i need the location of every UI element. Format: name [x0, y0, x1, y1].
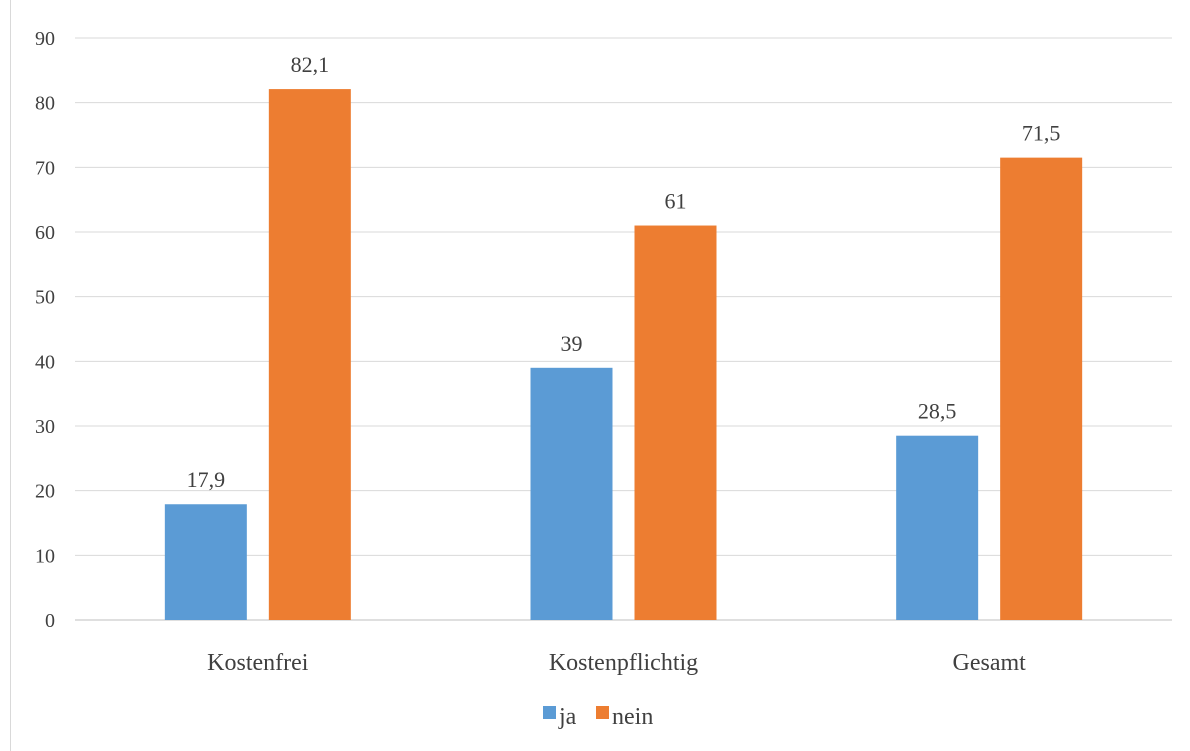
- category-label: Gesamt: [953, 650, 1027, 676]
- data-label: 28,5: [918, 399, 957, 424]
- bar-nein: [1000, 157, 1083, 620]
- y-tick-label: 80: [35, 93, 55, 115]
- data-label: 17,9: [187, 467, 226, 492]
- category-label: Kostenfrei: [207, 650, 309, 676]
- legend: ja nein: [543, 704, 653, 730]
- y-tick-label: 10: [35, 545, 55, 567]
- gridlines: [75, 37, 1172, 621]
- data-label: 71,5: [1022, 121, 1061, 146]
- bar-nein: [268, 89, 351, 620]
- bars: [164, 89, 1083, 621]
- legend-swatch-ja: [543, 706, 556, 719]
- y-tick-label: 50: [35, 287, 55, 309]
- y-tick-label: 90: [35, 28, 55, 50]
- data-label: 61: [665, 189, 687, 214]
- y-axis-ticks: 0 10 20 30 40 50 60 70 80 90: [35, 28, 55, 632]
- data-label: 82,1: [291, 52, 330, 77]
- y-tick-label: 60: [35, 222, 55, 244]
- data-labels: 17,9 82,1 39 61 28,5 71,5: [187, 52, 1061, 492]
- bar-ja: [896, 435, 979, 620]
- frame-border: [10, 0, 11, 751]
- bar-ja: [530, 367, 613, 620]
- legend-label-ja: ja: [558, 704, 577, 730]
- y-tick-label: 20: [35, 481, 55, 503]
- legend-swatch-nein: [596, 706, 609, 719]
- bar-ja: [164, 504, 247, 620]
- category-label: Kostenpflichtig: [549, 650, 698, 676]
- data-label: 39: [561, 331, 583, 356]
- bar-nein: [634, 225, 717, 621]
- y-tick-label: 30: [35, 416, 55, 438]
- y-tick-label: 40: [35, 351, 55, 373]
- y-tick-label: 70: [35, 157, 55, 179]
- y-tick-label: 0: [45, 610, 55, 632]
- legend-label-nein: nein: [612, 704, 653, 730]
- category-labels: Kostenfrei Kostenpflichtig Gesamt: [207, 650, 1026, 676]
